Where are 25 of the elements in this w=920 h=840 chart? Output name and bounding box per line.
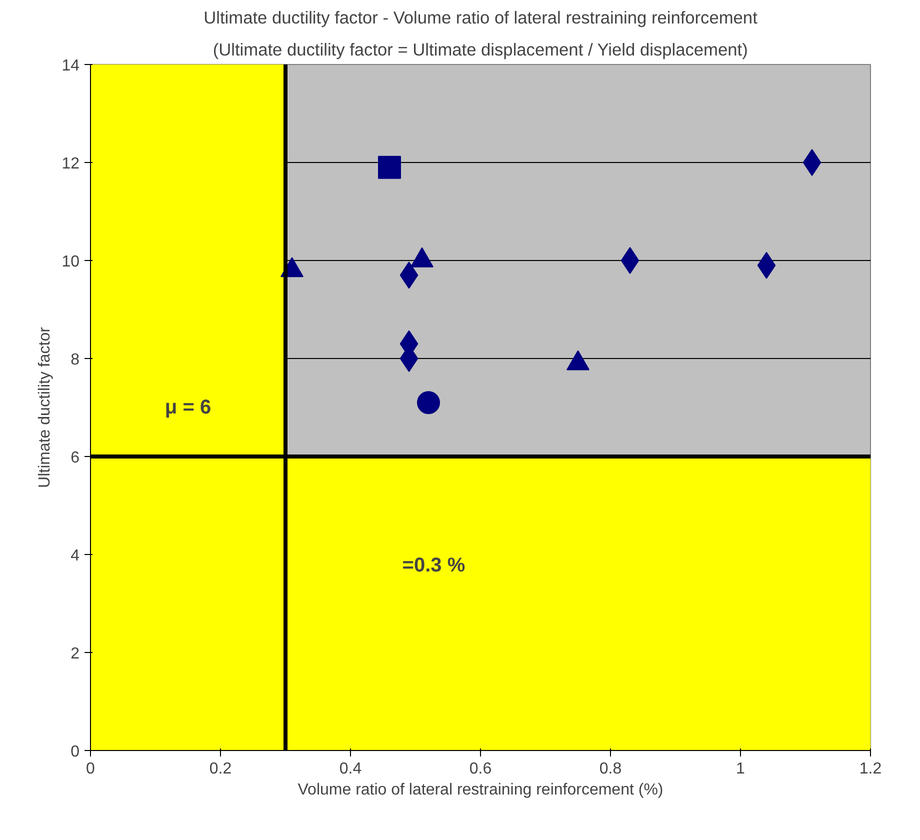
y-tick-label: 0 — [70, 744, 80, 760]
y-tick-label: 2 — [70, 646, 80, 662]
point — [620, 247, 640, 274]
x-tick-label: 1.2 — [859, 760, 882, 778]
y-tick-label: 6 — [70, 450, 80, 466]
chart-title: Ultimate ductility factor - Volume ratio of lateral restraining reinforcement — [204, 8, 758, 28]
x-tick-label: 0.6 — [469, 760, 492, 778]
x-tick-label: 0.4 — [339, 760, 362, 778]
annotation: μ = 6 — [164, 396, 212, 418]
point — [802, 149, 822, 176]
y-tick-label: 12 — [62, 156, 80, 172]
y-axis-title: Ultimate ductility factor — [36, 326, 54, 488]
x-tick-label: 0.2 — [209, 760, 232, 778]
x-tick-label: 0 — [86, 760, 96, 778]
point — [378, 156, 401, 179]
chart-subtitle: (Ultimate ductility factor = Ultimate displacement / Yield displacement) — [212, 40, 748, 60]
y-tick-label: 4 — [70, 548, 80, 564]
x-tick-label: 1 — [736, 760, 746, 778]
y-tick-label: 10 — [62, 254, 80, 270]
y-tick-label: 8 — [70, 352, 80, 368]
point — [417, 391, 440, 414]
x-axis-title: Volume ratio of lateral restraining reinforcement (%) — [298, 782, 664, 798]
y-tick-label: 14 — [62, 58, 80, 74]
annotation: =0.3 % — [402, 554, 466, 576]
x-tick-label: 0.8 — [599, 760, 622, 778]
